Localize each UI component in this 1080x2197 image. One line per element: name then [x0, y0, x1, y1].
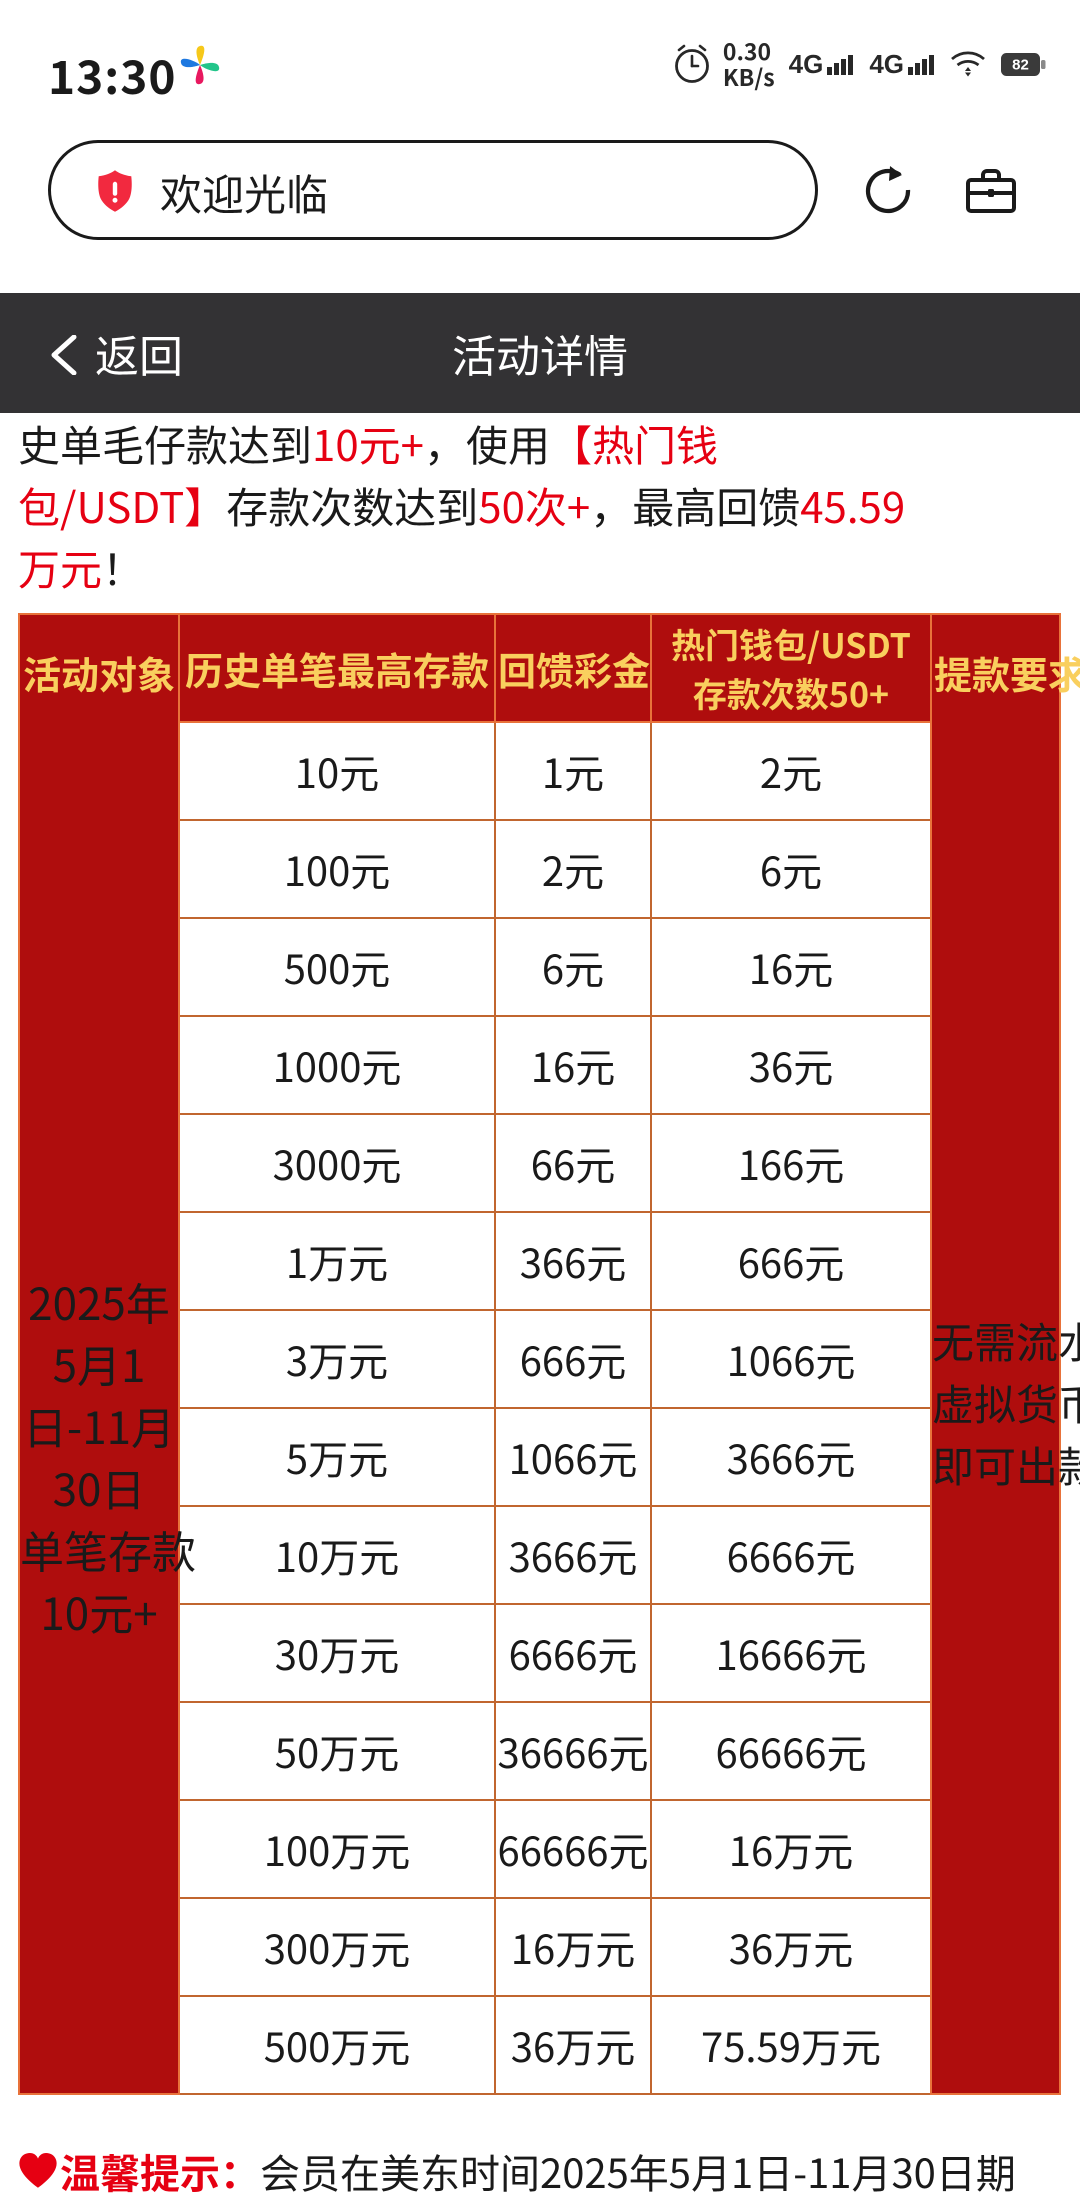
svg-text:82: 82 — [1012, 56, 1029, 73]
